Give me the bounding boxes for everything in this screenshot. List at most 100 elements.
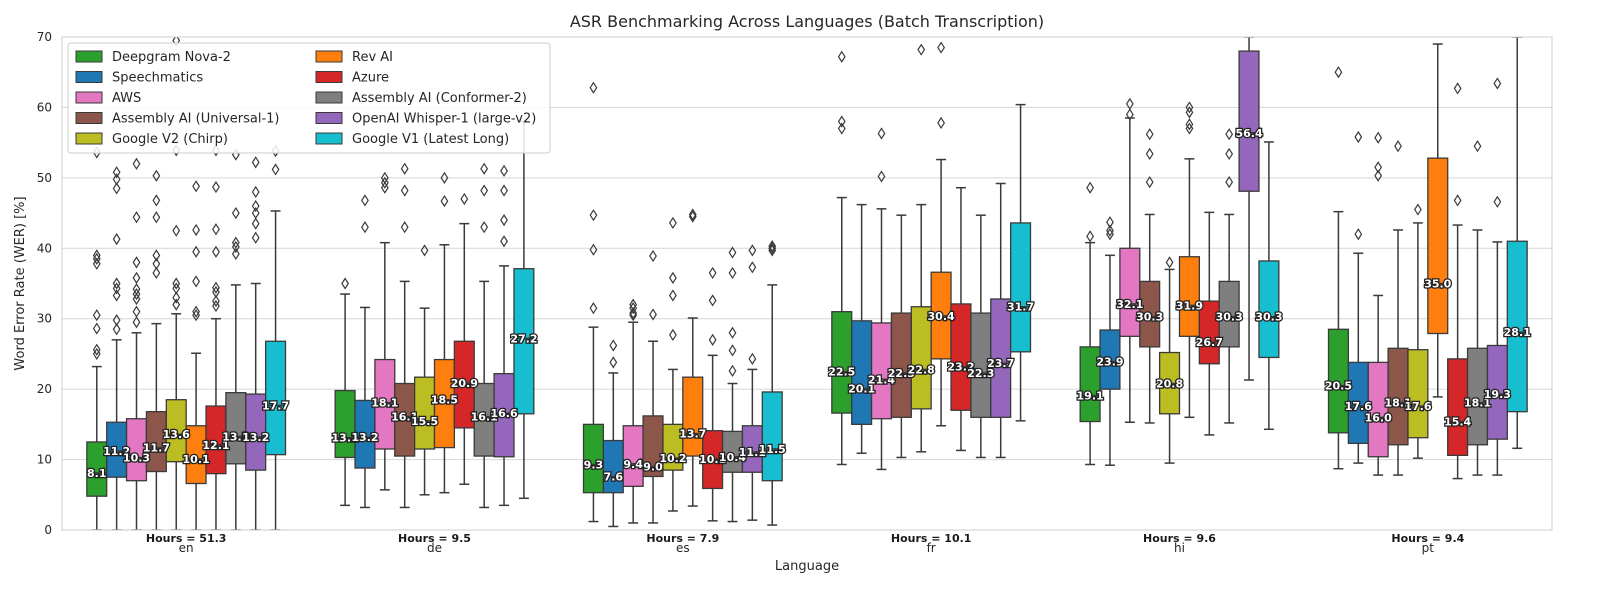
- outlier-point: [112, 282, 121, 295]
- box-body: [622, 425, 644, 487]
- outlier-point: [1374, 161, 1383, 174]
- outlier-point: [688, 208, 697, 221]
- median-label: 11.5: [759, 443, 786, 456]
- outlier-point: [1354, 228, 1363, 241]
- outlier-point: [192, 180, 201, 193]
- hours-label: Hours = 9.4: [1391, 532, 1464, 545]
- median-label: 9.3: [584, 459, 604, 472]
- outlier-point: [1165, 256, 1174, 269]
- box-assembly-ai-conformer-2--de: [473, 162, 495, 509]
- outlier-point: [1413, 203, 1422, 216]
- y-tick-label: 70: [37, 30, 52, 44]
- box-rev-ai-de: [433, 171, 456, 494]
- outlier-point: [1185, 106, 1194, 119]
- median-label: 17.7: [262, 399, 289, 412]
- outlier-point: [440, 171, 449, 184]
- median-label: 15.4: [1444, 416, 1471, 429]
- outlier-point: [668, 271, 677, 284]
- legend-label: Google V2 (Chirp): [112, 132, 228, 147]
- legend-label: Deepgram Nova-2: [112, 50, 231, 65]
- outlier-point: [420, 244, 429, 257]
- outlier-point: [1086, 181, 1095, 194]
- x-tick-label: fr: [927, 541, 936, 555]
- outlier-point: [728, 344, 737, 357]
- median-label: 13.6: [163, 428, 190, 441]
- median-label: 23.9: [1096, 356, 1123, 369]
- hours-label: Hours = 9.6: [1143, 532, 1216, 545]
- median-label: 11.7: [143, 442, 170, 455]
- outlier-point: [132, 211, 141, 224]
- outlier-point: [649, 308, 657, 321]
- median-label: 22.3: [888, 367, 915, 380]
- box-assembly-ai-universal-1--fr: [890, 214, 912, 459]
- y-tick-label: 20: [37, 382, 52, 396]
- outlier-point: [152, 257, 161, 270]
- box-deepgram-nova-2-fr: [831, 50, 853, 466]
- legend-label: Assembly AI (Conformer-2): [352, 91, 527, 106]
- outlier-point: [480, 221, 489, 234]
- outlier-point: [609, 356, 618, 369]
- median-label: 13.2: [242, 431, 269, 444]
- outlier-point: [1125, 97, 1134, 111]
- box-google-v1-latest-long--fr: [1009, 103, 1032, 422]
- chart-title: ASR Benchmarking Across Languages (Batch…: [570, 12, 1044, 31]
- outlier-point: [172, 298, 181, 311]
- outlier-point: [728, 246, 737, 259]
- box-assembly-ai-universal-1--es: [642, 249, 664, 524]
- box-body: [682, 376, 704, 457]
- outlier-point: [500, 235, 508, 248]
- x-tick-label: hi: [1174, 541, 1185, 555]
- outlier-point: [609, 339, 618, 352]
- box-speechmatics-de: [354, 194, 376, 509]
- outlier-point: [92, 249, 101, 262]
- box-openai-whisper-1-large-v2--pt: [1486, 77, 1508, 476]
- box-body: [1238, 50, 1260, 192]
- outlier-point: [1145, 147, 1154, 161]
- box-aws-es: [622, 298, 644, 524]
- x-tick-label: es: [676, 541, 690, 555]
- x-tick-label: de: [427, 541, 442, 555]
- median-label: 16.6: [490, 407, 517, 420]
- box-body: [990, 298, 1012, 418]
- box-openai-whisper-1-large-v2--de: [493, 164, 515, 507]
- outlier-point: [251, 156, 260, 169]
- box-azure-de: [453, 192, 475, 485]
- legend-label: OpenAI Whisper-1 (large-v2): [352, 112, 536, 127]
- outlier-point: [748, 244, 757, 257]
- box-assembly-ai-universal-1--hi: [1139, 128, 1161, 424]
- outlier-point: [589, 302, 598, 315]
- box-body: [602, 439, 624, 494]
- outlier-point: [192, 305, 201, 318]
- box-body: [1009, 222, 1032, 353]
- outlier-point: [112, 289, 121, 302]
- box-google-v2-chirp--de: [413, 244, 436, 496]
- legend-swatch: [315, 50, 343, 63]
- outlier-point: [380, 171, 389, 184]
- outlier-point: [837, 122, 846, 135]
- box-deepgram-nova-2-es: [582, 81, 605, 523]
- median-label: 12.1: [202, 439, 229, 452]
- outlier-point: [400, 184, 409, 197]
- legend-label: Rev AI: [352, 50, 393, 65]
- median-label: 21.4: [868, 373, 895, 386]
- outlier-point: [668, 289, 677, 302]
- legend-label: Speechmatics: [112, 71, 203, 86]
- median-label: 26.7: [1196, 336, 1223, 349]
- box-deepgram-nova-2-hi: [1079, 181, 1101, 466]
- outlier-point: [192, 223, 201, 237]
- outlier-point: [172, 291, 181, 304]
- outlier-point: [500, 164, 508, 177]
- hours-label: Hours = 9.5: [398, 532, 471, 545]
- median-label: 9.0: [643, 461, 663, 474]
- outlier-point: [937, 116, 946, 130]
- box-azure-es: [702, 266, 724, 522]
- hours-label: Hours = 10.1: [891, 532, 972, 545]
- outlier-point: [480, 184, 489, 197]
- box-google-v1-latest-long--hi: [1258, 141, 1280, 431]
- box-body: [513, 268, 535, 415]
- median-label: 16.1: [391, 411, 418, 424]
- median-label: 35.0: [1424, 278, 1451, 291]
- outlier-point: [1225, 175, 1234, 189]
- outlier-point: [192, 275, 201, 288]
- box-rev-ai-hi: [1178, 101, 1201, 419]
